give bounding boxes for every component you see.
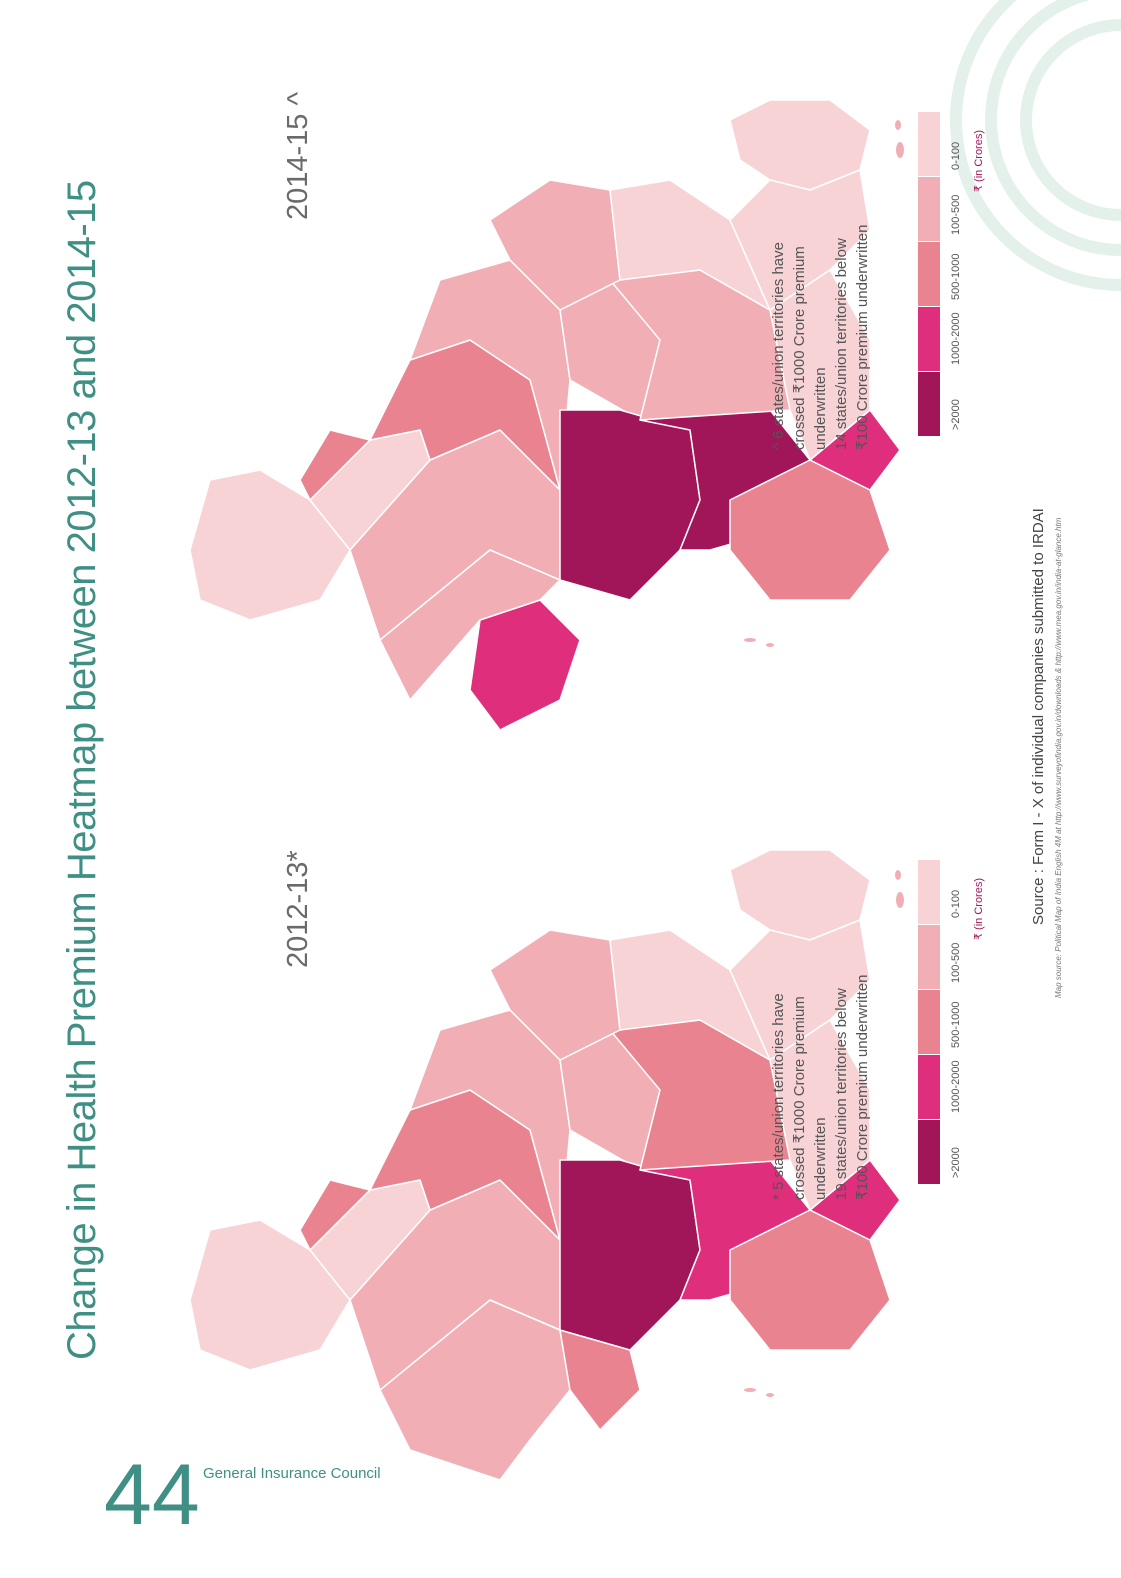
legend-swatch	[918, 242, 940, 306]
legend-unit: ₹ (in Crores)	[973, 877, 985, 940]
note-line: ₹100 Crore premium underwritten	[854, 224, 871, 450]
region-up	[559, 1159, 701, 1351]
note-line: ^ 6 states/union territories have	[770, 242, 787, 450]
region-karnataka	[299, 1179, 371, 1251]
legend-label: 1000-2000	[950, 1060, 962, 1113]
note-line: ₹100 Crore premium underwritten	[854, 974, 871, 1200]
legend-label: 0-100	[950, 889, 962, 918]
note-line: underwritten	[812, 367, 829, 450]
note-line: 14 states/union territories below	[833, 238, 850, 450]
publisher-name: General Insurance Council	[203, 1465, 381, 1482]
legend-label: 100-500	[950, 194, 962, 235]
legend-swatch	[918, 860, 940, 924]
legend-label: >2000	[950, 399, 962, 430]
map-2012-13	[189, 849, 904, 1481]
year-label-2014-15: 2014-15 ^	[282, 91, 314, 220]
legend-label: 100-500	[950, 942, 962, 983]
legend-2012-13: 0-100 100-500 500-1000 1000-2000 >2000 ₹ (in …	[918, 860, 988, 1190]
legend-label: 500-1000	[950, 1001, 962, 1049]
legend-swatch	[918, 177, 940, 241]
legend-label: 500-1000	[950, 253, 962, 301]
page-title: Change in Health Premium Heatmap between…	[60, 180, 104, 1360]
source-text: Source : Form I - X of individual compan…	[1030, 508, 1047, 925]
map-2014-15	[189, 99, 904, 731]
note-line: crossed ₹1000 Crore premium	[791, 246, 808, 450]
legend-swatch	[918, 307, 940, 371]
legend-swatch	[918, 372, 940, 436]
region-west	[469, 599, 581, 731]
note-2012-13: * 5 states/union territories have crosse…	[768, 880, 873, 1200]
region-himalaya	[769, 1019, 871, 1211]
legend-label: >2000	[950, 1147, 962, 1178]
note-line: 19 states/union territories below	[833, 988, 850, 1200]
note-2014-15: ^ 6 states/union territories have crosse…	[768, 130, 873, 450]
region-himalaya	[769, 269, 871, 461]
map-source-text: Map source: Political Map of India Engli…	[1054, 517, 1063, 998]
region-up	[559, 409, 701, 601]
legend-label: 0-100	[950, 141, 962, 170]
legend-swatch	[918, 1120, 940, 1184]
region-karnataka	[299, 429, 371, 501]
legend-swatch	[918, 925, 940, 989]
region-maharashtra	[379, 549, 561, 701]
legend-swatch	[918, 1055, 940, 1119]
legend-swatch	[918, 112, 940, 176]
year-label-2012-13: 2012-13*	[282, 850, 314, 968]
legend-swatch	[918, 990, 940, 1054]
page-number: 44	[104, 1447, 200, 1543]
legend-2014-15: 0-100 100-500 500-1000 1000-2000 >2000 ₹ (in …	[918, 112, 988, 442]
legend-unit: ₹ (in Crores)	[973, 129, 985, 192]
legend-label: 1000-2000	[950, 312, 962, 365]
note-line: underwritten	[812, 1117, 829, 1200]
note-line: * 5 states/union territories have	[770, 993, 787, 1200]
note-line: crossed ₹1000 Crore premium	[791, 996, 808, 1200]
